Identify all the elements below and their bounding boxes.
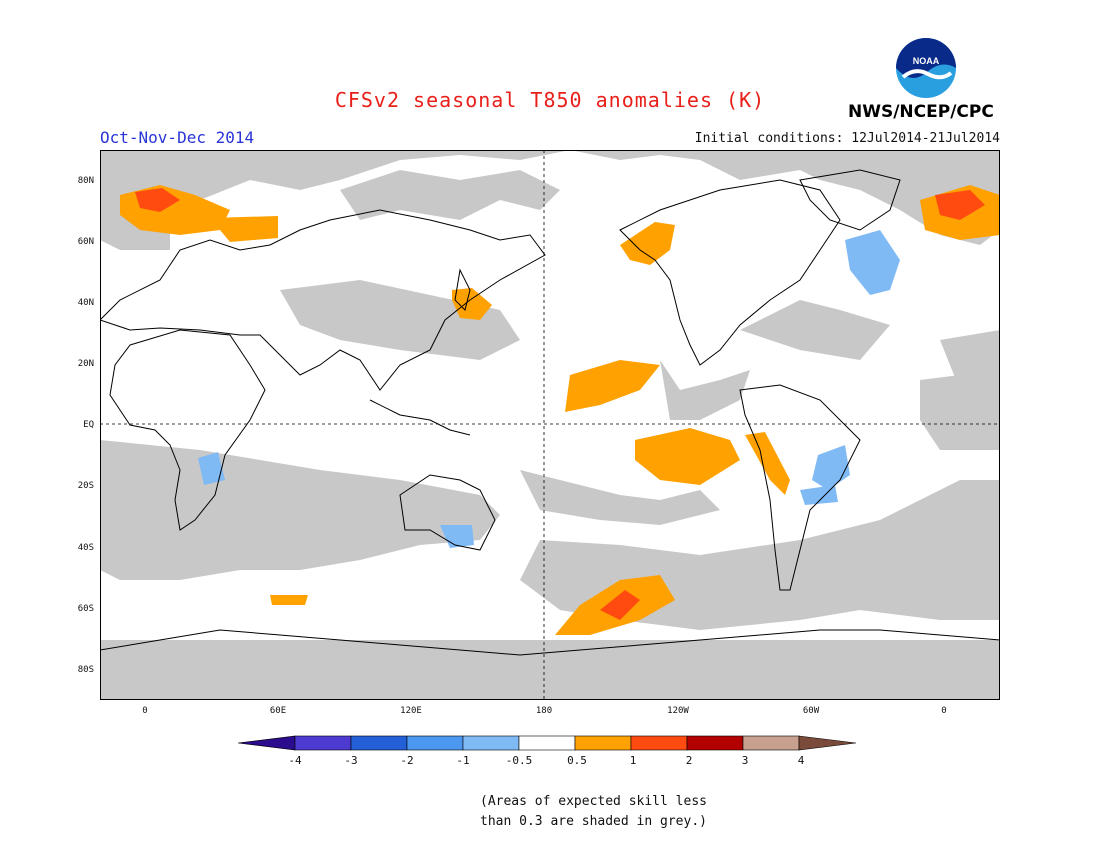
australia <box>399 474 496 551</box>
africa <box>109 329 266 531</box>
anomaly-map <box>100 150 1000 700</box>
skill-note-line: (Areas of expected skill less <box>480 794 707 809</box>
lat-label: 80S <box>77 665 94 675</box>
japan <box>454 268 471 311</box>
reference-lines <box>100 150 1000 700</box>
lon-label: 180 <box>535 706 553 716</box>
antarctica <box>100 629 1000 656</box>
legend-label: 2 <box>685 754 693 767</box>
legend-swatch <box>294 735 352 751</box>
lon-label: 60W <box>802 706 820 716</box>
color-legend <box>238 735 857 751</box>
south-america <box>739 384 861 591</box>
lat-label: 80N <box>77 176 94 186</box>
agency-label: NWS/NCEP/CPC <box>848 102 994 122</box>
legend-swatch <box>686 735 744 751</box>
skill-note: (Areas of expected skill less than 0.3 a… <box>480 792 707 832</box>
strong-warm-anomalies <box>135 188 985 620</box>
legend-label: -0.5 <box>505 754 533 767</box>
lat-label: EQ <box>83 420 94 430</box>
lat-label: 40N <box>77 298 94 308</box>
noaa-logo: NOAA <box>895 37 957 103</box>
legend-label: -3 <box>344 754 358 767</box>
lat-label: 20N <box>77 359 94 369</box>
lat-label: 60S <box>77 604 94 614</box>
lon-label: 0 <box>941 706 947 716</box>
legend-swatch <box>742 735 800 751</box>
lat-label: 60N <box>77 237 94 247</box>
initial-conditions-label: Initial conditions: 12Jul2014-21Jul2014 <box>694 131 1000 146</box>
legend-label: -2 <box>400 754 414 767</box>
season-label: Oct-Nov-Dec 2014 <box>100 128 255 147</box>
lon-label: 120W <box>667 706 689 716</box>
lon-label: 60E <box>269 706 287 716</box>
north-america <box>619 179 841 366</box>
legend-label: 1 <box>629 754 637 767</box>
legend-swatch <box>630 735 688 751</box>
svg-text:NOAA: NOAA <box>913 56 940 66</box>
map-frame <box>100 150 1000 700</box>
legend-swatch <box>798 735 857 751</box>
coastlines <box>100 169 1000 656</box>
legend-swatch <box>518 735 576 751</box>
indonesia <box>369 399 471 436</box>
skill-note-line: than 0.3 are shaded in grey.) <box>480 814 707 829</box>
legend-label: 0.5 <box>567 754 587 767</box>
legend-swatch <box>406 735 464 751</box>
legend-swatch <box>238 735 296 751</box>
legend-swatch <box>350 735 408 751</box>
legend-swatch <box>574 735 632 751</box>
lat-label: 40S <box>77 543 94 553</box>
greenland <box>799 169 901 231</box>
lon-label: 0 <box>142 706 148 716</box>
map-title: CFSv2 seasonal T850 anomalies (K) <box>334 88 766 112</box>
legend-label: -1 <box>456 754 470 767</box>
cool-anomalies <box>198 230 900 548</box>
legend-swatch <box>462 735 520 751</box>
legend-label: 4 <box>797 754 805 767</box>
legend-label: 3 <box>741 754 749 767</box>
legend-label: -4 <box>288 754 302 767</box>
lat-label: 20S <box>77 481 94 491</box>
lon-label: 120E <box>400 706 422 716</box>
eurasia <box>100 209 546 391</box>
